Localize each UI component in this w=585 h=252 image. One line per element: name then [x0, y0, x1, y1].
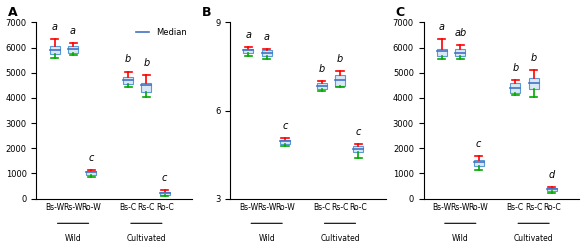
FancyBboxPatch shape [316, 83, 326, 88]
FancyBboxPatch shape [353, 146, 363, 152]
Text: a: a [245, 30, 252, 40]
Text: Wild: Wild [65, 234, 81, 243]
Text: Cultivated: Cultivated [320, 234, 360, 243]
Text: b: b [512, 63, 518, 73]
Legend: Median: Median [135, 27, 188, 39]
Text: Wild: Wild [452, 234, 469, 243]
Text: c: c [162, 173, 167, 183]
Text: Cultivated: Cultivated [126, 234, 166, 243]
FancyBboxPatch shape [474, 160, 484, 166]
FancyBboxPatch shape [243, 49, 253, 53]
Text: c: c [356, 127, 361, 137]
Text: b: b [337, 54, 343, 64]
FancyBboxPatch shape [68, 46, 78, 53]
FancyBboxPatch shape [510, 83, 520, 93]
Text: A: A [8, 6, 18, 19]
FancyBboxPatch shape [160, 192, 170, 195]
Text: Cultivated: Cultivated [514, 234, 553, 243]
FancyBboxPatch shape [50, 46, 60, 54]
FancyBboxPatch shape [547, 187, 557, 191]
Text: b: b [143, 58, 150, 68]
Text: c: c [283, 121, 288, 131]
FancyBboxPatch shape [455, 49, 465, 56]
FancyBboxPatch shape [261, 50, 271, 56]
FancyBboxPatch shape [437, 49, 447, 56]
Text: b: b [319, 64, 325, 74]
Text: Wild: Wild [259, 234, 275, 243]
Text: c: c [89, 153, 94, 163]
Text: B: B [202, 6, 211, 19]
Text: b: b [125, 54, 131, 65]
FancyBboxPatch shape [142, 83, 152, 92]
Text: a: a [70, 25, 76, 36]
Text: a: a [264, 32, 270, 42]
FancyBboxPatch shape [123, 77, 133, 84]
FancyBboxPatch shape [529, 78, 539, 89]
FancyBboxPatch shape [335, 75, 345, 86]
Text: a: a [439, 22, 445, 32]
Text: c: c [476, 139, 481, 149]
Text: ab: ab [454, 28, 466, 38]
Text: C: C [395, 6, 405, 19]
Text: b: b [531, 53, 537, 63]
Text: a: a [51, 22, 58, 32]
FancyBboxPatch shape [280, 140, 290, 144]
Text: d: d [549, 170, 555, 179]
FancyBboxPatch shape [87, 171, 97, 175]
